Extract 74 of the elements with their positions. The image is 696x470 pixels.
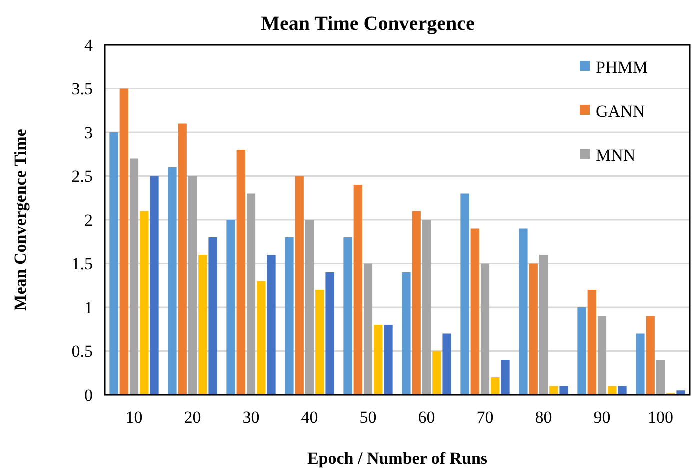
bar [236, 150, 246, 395]
bar [402, 272, 411, 395]
legend-label: GANN [596, 102, 646, 121]
bar [354, 185, 362, 395]
x-tick-label: 90 [594, 408, 611, 427]
bar [178, 124, 187, 395]
bar [285, 238, 294, 395]
y-tick-label: 2 [84, 210, 93, 230]
bar [539, 255, 548, 395]
bar [470, 228, 480, 395]
bar [198, 255, 208, 395]
bar [676, 390, 686, 395]
y-tick-label: 0 [84, 386, 93, 405]
bar [267, 255, 276, 395]
bar [344, 238, 352, 395]
bar [560, 386, 568, 395]
bar [412, 211, 421, 395]
y-tick-label: 3.5 [72, 80, 93, 99]
bar [168, 168, 177, 395]
legend-label: MNN [596, 146, 636, 165]
bar [442, 334, 452, 395]
x-tick-label: 30 [242, 408, 260, 427]
x-tick-label: 60 [418, 408, 436, 427]
y-tick-label: 3 [84, 123, 93, 142]
bar [208, 238, 218, 395]
x-tick-label: 40 [301, 408, 318, 427]
bar [529, 264, 538, 395]
bar [519, 228, 528, 395]
bar [578, 308, 586, 395]
bar [656, 360, 666, 395]
x-tick-label: 100 [648, 408, 674, 427]
chart-title: Mean Time Convergence [261, 13, 475, 35]
bar [491, 378, 500, 395]
bar [422, 220, 432, 395]
bar [636, 334, 645, 395]
bar [110, 132, 118, 395]
legend-label: PHMM [596, 58, 648, 77]
bar [188, 176, 198, 395]
bar [460, 194, 470, 395]
bar [598, 316, 607, 395]
y-tick-label: 2.5 [72, 167, 93, 186]
x-tick-label: 10 [126, 408, 143, 427]
y-tick-label: 1 [84, 298, 93, 318]
bar [501, 360, 510, 395]
bar [257, 281, 266, 395]
y-axis-title: Mean Convergence Time [11, 128, 30, 311]
bar [588, 290, 596, 395]
bar [246, 194, 256, 395]
bar [326, 272, 334, 395]
bar [432, 351, 442, 395]
bar [295, 176, 304, 395]
bar [316, 290, 324, 395]
bar [150, 176, 159, 395]
x-tick-label: 80 [535, 408, 552, 427]
x-axis-title: Epoch / Number of Runs [307, 449, 488, 468]
x-tick-label: 50 [360, 408, 377, 427]
bar [618, 386, 627, 395]
x-tick-label: 70 [476, 408, 494, 427]
bar [120, 88, 128, 395]
y-tick-label: 4 [84, 36, 94, 55]
bar [305, 220, 314, 395]
bar [480, 264, 490, 395]
y-tick-label: 1.5 [72, 254, 93, 274]
bar [374, 325, 383, 395]
y-tick-label: 0.5 [72, 342, 93, 362]
x-tick-label: 20 [184, 408, 202, 427]
bar [140, 211, 149, 395]
bar [364, 264, 373, 395]
bar [646, 316, 655, 395]
bar [226, 220, 236, 395]
bar [550, 386, 558, 395]
bar [384, 325, 393, 395]
bar [608, 386, 617, 395]
bar [130, 158, 139, 395]
